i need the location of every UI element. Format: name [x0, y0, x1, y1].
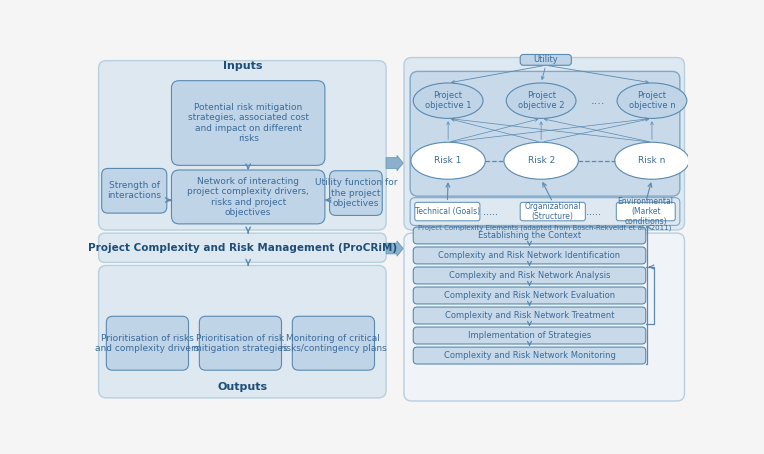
- Text: Potential risk mitigation
strategies, associated cost
and impact on different
ri: Potential risk mitigation strategies, as…: [188, 103, 309, 143]
- Text: Complexity and Risk Network Analysis: Complexity and Risk Network Analysis: [448, 271, 610, 280]
- Text: .....: .....: [484, 207, 498, 217]
- Ellipse shape: [413, 83, 483, 118]
- FancyBboxPatch shape: [199, 316, 281, 370]
- Text: Project Complexity Elements (adapted from Bosch-Rekveldt et al., 2011): Project Complexity Elements (adapted fro…: [419, 224, 672, 231]
- FancyBboxPatch shape: [99, 266, 386, 398]
- FancyBboxPatch shape: [520, 54, 571, 65]
- FancyBboxPatch shape: [413, 247, 646, 264]
- Text: Risk 2: Risk 2: [527, 156, 555, 165]
- FancyBboxPatch shape: [102, 168, 167, 213]
- Text: Prioritisation of risk
mitigation strategies: Prioritisation of risk mitigation strate…: [193, 334, 288, 353]
- Ellipse shape: [507, 83, 576, 118]
- Text: .....: .....: [586, 207, 601, 217]
- FancyBboxPatch shape: [415, 202, 480, 221]
- Text: Complexity and Risk Network Evaluation: Complexity and Risk Network Evaluation: [444, 291, 615, 300]
- Text: Prioritisation of risks
and complexity drivers: Prioritisation of risks and complexity d…: [96, 334, 199, 353]
- Ellipse shape: [615, 142, 689, 179]
- Text: Complexity and Risk Network Identification: Complexity and Risk Network Identificati…: [439, 251, 620, 260]
- Text: Organizational
(Structure): Organizational (Structure): [525, 202, 581, 221]
- FancyBboxPatch shape: [171, 170, 325, 224]
- Text: Complexity and Risk Network Monitoring: Complexity and Risk Network Monitoring: [444, 351, 616, 360]
- FancyBboxPatch shape: [413, 227, 646, 244]
- FancyBboxPatch shape: [617, 202, 675, 221]
- Ellipse shape: [504, 142, 578, 179]
- Text: Strength of
interactions: Strength of interactions: [107, 181, 161, 201]
- FancyBboxPatch shape: [171, 81, 325, 165]
- Text: Risk 1: Risk 1: [435, 156, 461, 165]
- Text: Project
objective 2: Project objective 2: [518, 91, 565, 110]
- Text: Utility function for
the project
objectives: Utility function for the project objecti…: [315, 178, 397, 208]
- FancyBboxPatch shape: [293, 316, 374, 370]
- FancyBboxPatch shape: [404, 233, 685, 401]
- Text: ....: ....: [591, 96, 606, 106]
- FancyArrow shape: [386, 241, 403, 256]
- Text: Technical (Goals): Technical (Goals): [415, 207, 480, 216]
- FancyBboxPatch shape: [413, 267, 646, 284]
- FancyBboxPatch shape: [413, 287, 646, 304]
- FancyBboxPatch shape: [404, 58, 685, 230]
- Text: Outputs: Outputs: [218, 382, 268, 392]
- FancyBboxPatch shape: [413, 347, 646, 364]
- Text: Inputs: Inputs: [223, 61, 263, 71]
- FancyBboxPatch shape: [329, 171, 382, 215]
- Text: Project Complexity and Risk Management (ProCRiM): Project Complexity and Risk Management (…: [88, 243, 397, 253]
- Text: Monitoring of critical
risks/contingency plans: Monitoring of critical risks/contingency…: [280, 334, 387, 353]
- FancyBboxPatch shape: [413, 307, 646, 324]
- FancyArrow shape: [386, 155, 403, 171]
- FancyBboxPatch shape: [410, 71, 680, 196]
- FancyBboxPatch shape: [106, 316, 189, 370]
- Text: Establishing the Context: Establishing the Context: [478, 231, 581, 240]
- FancyBboxPatch shape: [413, 327, 646, 344]
- FancyBboxPatch shape: [410, 197, 680, 226]
- FancyBboxPatch shape: [99, 233, 386, 262]
- Ellipse shape: [411, 142, 485, 179]
- FancyBboxPatch shape: [99, 61, 386, 230]
- Text: Complexity and Risk Network Treatment: Complexity and Risk Network Treatment: [445, 311, 614, 320]
- Text: Utility: Utility: [533, 55, 558, 64]
- Text: Risk n: Risk n: [638, 156, 665, 165]
- Text: Network of interacting
project complexity drivers,
risks and project
objectives: Network of interacting project complexit…: [187, 177, 309, 217]
- FancyBboxPatch shape: [520, 202, 585, 221]
- Ellipse shape: [617, 83, 687, 118]
- Text: Project
objective n: Project objective n: [629, 91, 675, 110]
- Text: Implementation of Strategies: Implementation of Strategies: [468, 331, 591, 340]
- Text: Environmental
(Market
conditions): Environmental (Market conditions): [618, 197, 674, 227]
- Text: Project
objective 1: Project objective 1: [425, 91, 471, 110]
